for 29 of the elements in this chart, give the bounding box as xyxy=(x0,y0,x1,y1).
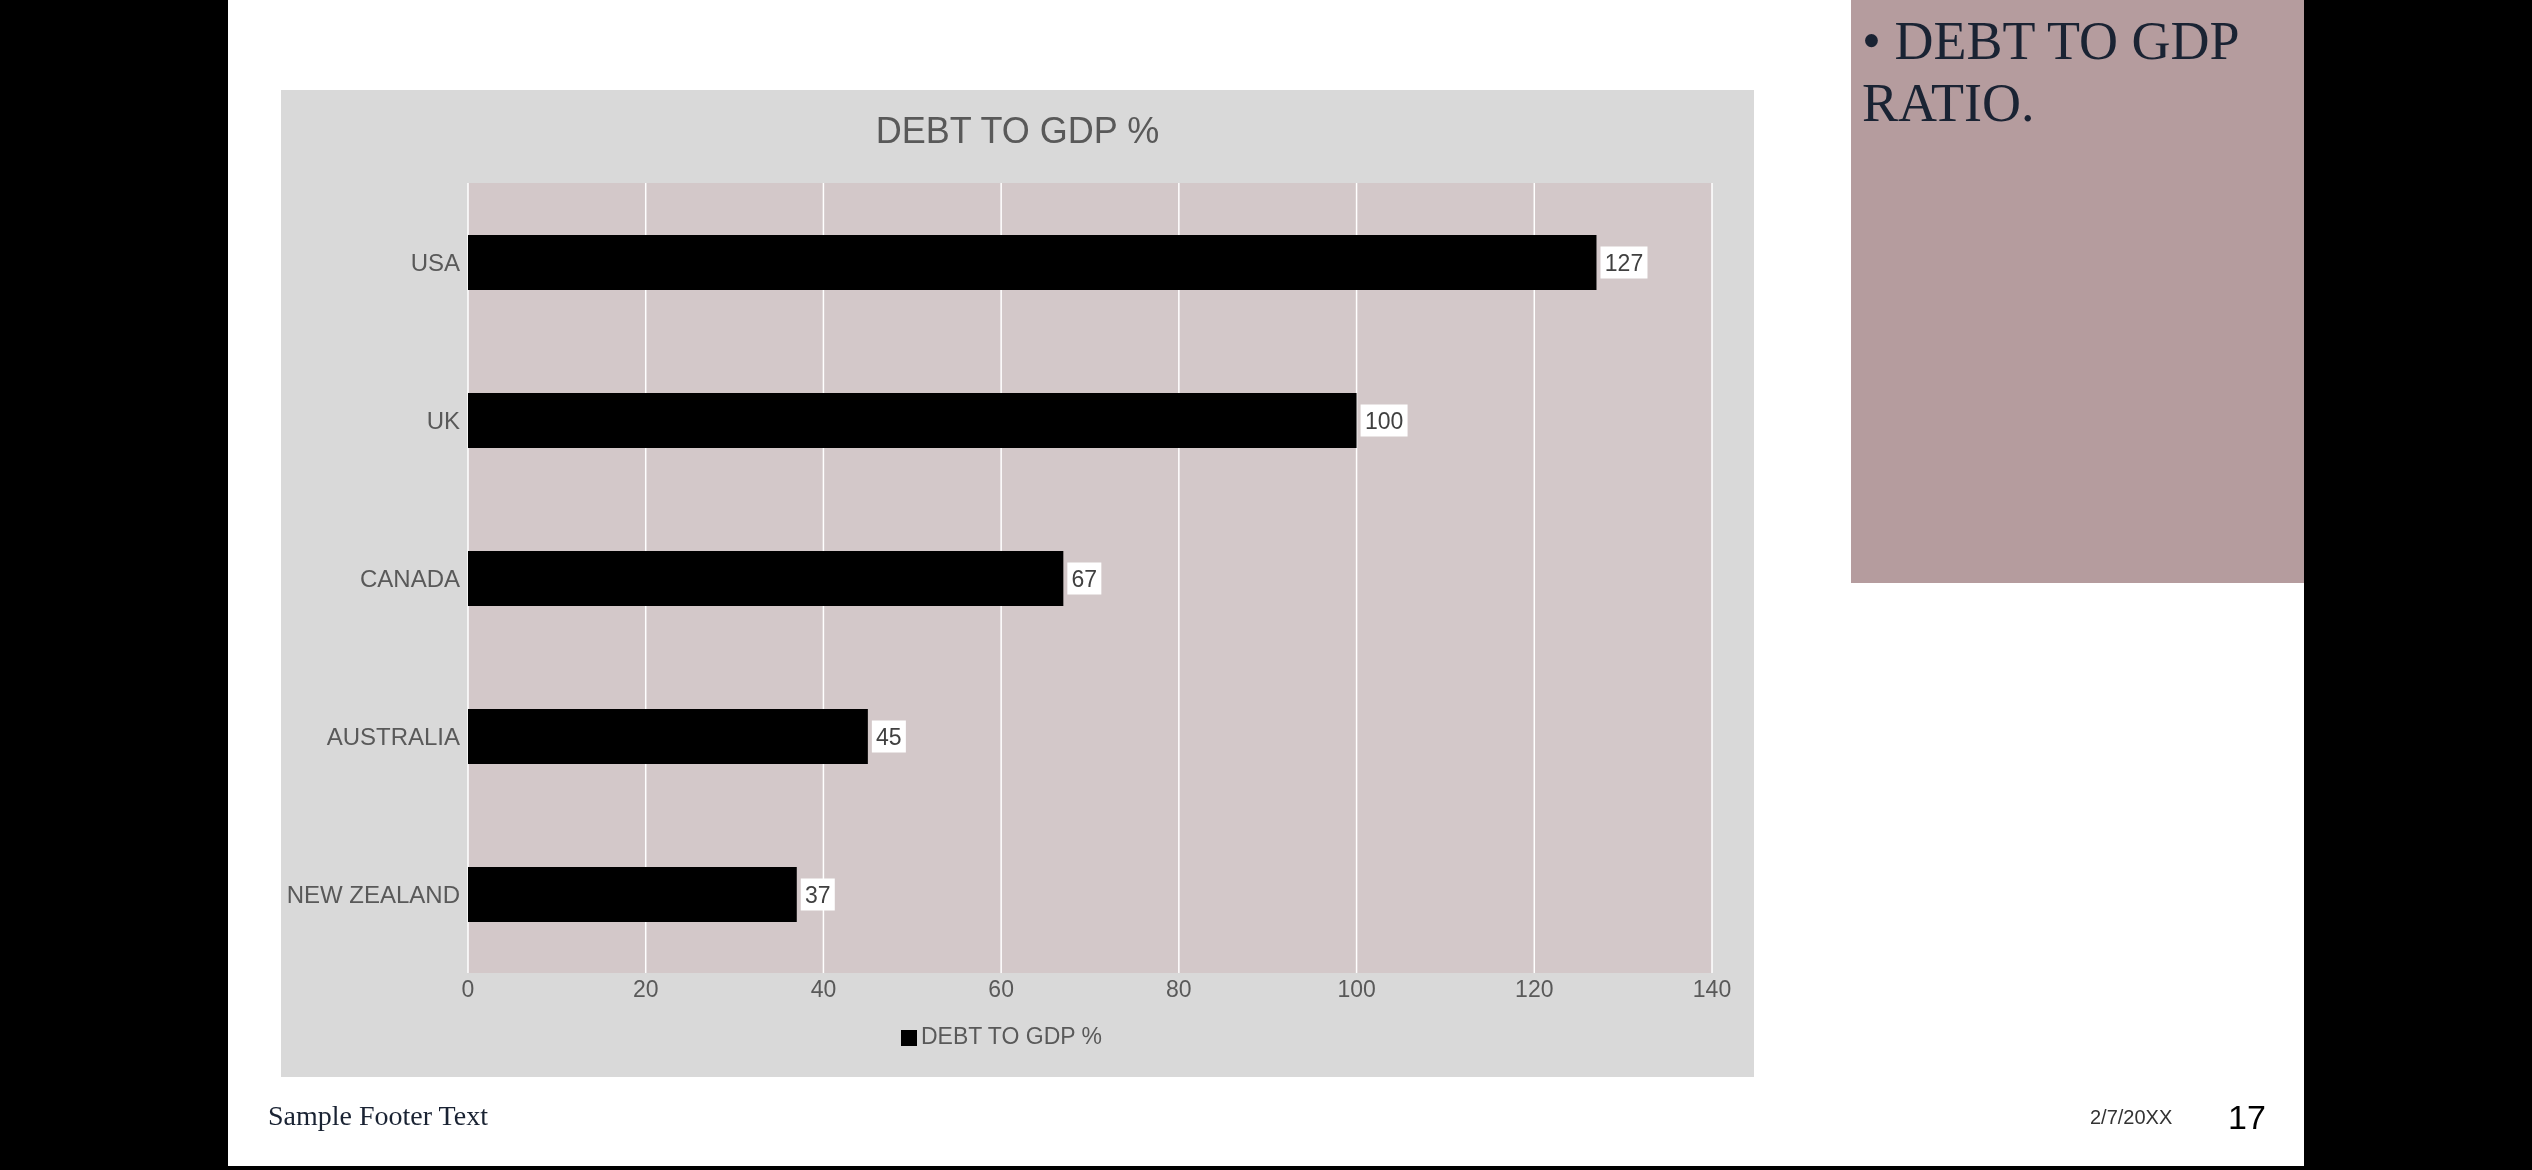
data-label: 127 xyxy=(1604,249,1644,276)
y-tick-label: NEW ZEALAND xyxy=(286,880,460,908)
x-tick-label: 120 xyxy=(1515,976,1554,1003)
bar xyxy=(468,867,797,922)
data-label: 45 xyxy=(876,723,902,750)
bar xyxy=(468,709,868,764)
text: 17 xyxy=(2228,1098,2266,1137)
bar xyxy=(468,393,1357,448)
x-tick-label: 20 xyxy=(632,976,659,1003)
x-tick-label: 80 xyxy=(1166,976,1192,1003)
data-label: 100 xyxy=(1364,407,1404,434)
y-tick-label: USA xyxy=(410,248,460,276)
x-tick-label: 60 xyxy=(988,976,1014,1003)
x-tick-label: 40 xyxy=(810,976,837,1003)
x-tick-label: 0 xyxy=(461,976,475,1003)
chart-title: DEBT TO GDP % xyxy=(874,110,1161,152)
text: 2/7/20XX xyxy=(2090,1106,2173,1129)
text: Sample Footer Text xyxy=(268,1100,488,1132)
x-tick-label: 140 xyxy=(1692,976,1732,1003)
data-label: 67 xyxy=(1071,565,1098,592)
data-label: 37 xyxy=(804,881,831,908)
y-tick-label: AUSTRALIA xyxy=(326,722,460,750)
bar xyxy=(468,551,1064,606)
y-tick-label: CANADA xyxy=(359,564,460,592)
text: • DEBT TO GDP RATIO. xyxy=(1862,10,2239,134)
x-tick-label: 100 xyxy=(1337,976,1376,1003)
legend-label: DEBT TO GDP % xyxy=(920,1023,1103,1049)
y-tick-label: UK xyxy=(426,406,460,434)
bar xyxy=(468,235,1597,290)
